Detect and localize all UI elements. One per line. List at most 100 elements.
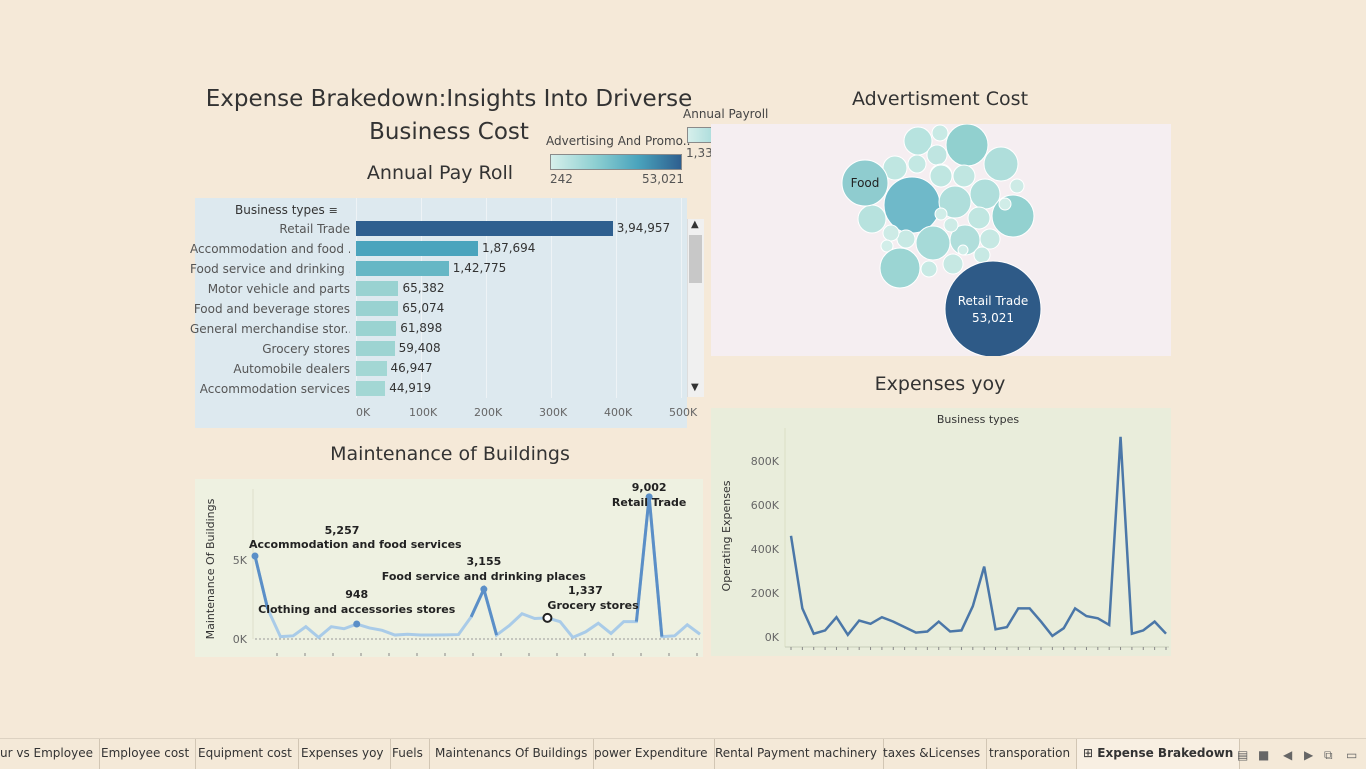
yoy-svg: Business types 800K 600K 400K 200K 0K Operatin… <box>720 413 1169 650</box>
legend-adv-title: Advertising And Promo.. <box>546 134 691 148</box>
legend-adv-max: 53,021 <box>642 172 684 186</box>
maint-point[interactable] <box>645 493 653 501</box>
bar-value-label: 59,408 <box>398 341 441 355</box>
bubble[interactable] <box>967 206 991 230</box>
bar-fill[interactable] <box>356 361 387 376</box>
bar-gridline <box>551 198 552 398</box>
maint-annotation-label: Food service and drinking places <box>382 570 587 583</box>
yoy-title: Expenses yoy <box>874 373 1006 395</box>
yoy-ytick: 800K <box>751 455 780 468</box>
bubble[interactable] <box>973 246 991 264</box>
bubble[interactable] <box>915 225 951 261</box>
bubble[interactable] <box>929 164 953 188</box>
scroll-up-icon[interactable]: ▲ <box>691 219 699 230</box>
bubble[interactable] <box>934 207 948 221</box>
prev-page-icon[interactable]: ◀ <box>1283 748 1293 762</box>
bubble[interactable] <box>882 224 900 242</box>
bar-row[interactable]: Accommodation services 44,919 <box>195 379 687 399</box>
bar-row[interactable]: Grocery stores 59,408 <box>195 339 687 359</box>
payroll-scrollbar[interactable]: ▲ ▼ <box>687 219 704 397</box>
maint-point[interactable] <box>480 585 488 593</box>
bubble[interactable] <box>945 123 989 167</box>
next-page-icon[interactable]: ▶ <box>1304 748 1314 762</box>
bar-row[interactable]: Motor vehicle and parts 65,382 <box>195 279 687 299</box>
legend-adv-bar <box>550 154 682 170</box>
bar-value-label: 3,94,957 <box>616 221 671 235</box>
bubble[interactable] <box>983 146 1019 182</box>
bar-axis-tick: 300K <box>539 406 568 419</box>
yoy-series-line[interactable] <box>789 436 1167 638</box>
bubble[interactable] <box>943 217 959 233</box>
payroll-header[interactable]: Business types ≡ <box>235 203 338 217</box>
bubble[interactable] <box>942 253 964 275</box>
bar-row[interactable]: Retail Trade 3,94,957 <box>195 219 687 239</box>
bubble[interactable] <box>879 247 921 289</box>
tab-expense-brakedown[interactable]: ⊞ Expense Brakedown <box>1077 739 1241 769</box>
bubble[interactable] <box>926 144 948 166</box>
bar-label: Accommodation and food .. <box>190 242 350 256</box>
sort-icon[interactable]: ≡ <box>328 204 338 217</box>
bar-fill[interactable] <box>356 241 478 256</box>
scroll-down-icon[interactable]: ▼ <box>691 382 699 393</box>
maint-highlight-segment <box>469 584 499 636</box>
maintenance-line-chart: 5K 0K Maintenance Of Buildings 5,257 Accommo… <box>195 479 703 657</box>
bar-row[interactable]: Accommodation and food .. 1,87,694 <box>190 239 687 259</box>
maint-point[interactable] <box>251 552 259 560</box>
bar-axis-tick: 500K <box>669 406 698 419</box>
tab-expenses-yoy[interactable]: Expenses yoy <box>295 739 391 769</box>
tab-employee-cost[interactable]: Employee cost <box>95 739 197 769</box>
maint-point[interactable] <box>353 620 361 628</box>
tab-equipment-cost[interactable]: Equipment cost <box>192 739 299 769</box>
fullscreen-icon[interactable]: ⧉ <box>1324 748 1333 762</box>
payroll-header-label: Business types <box>235 203 325 217</box>
grid-view-icon[interactable]: ▤ <box>1237 748 1249 762</box>
bar-fill[interactable] <box>356 281 399 296</box>
maint-point[interactable] <box>542 612 553 623</box>
bar-fill[interactable] <box>356 341 395 356</box>
bubble[interactable] <box>931 124 949 142</box>
bar-fill[interactable] <box>356 261 449 276</box>
bubble[interactable] <box>907 154 927 174</box>
bubble-retail-trade[interactable] <box>944 260 1042 358</box>
tab-labour-vs-employee[interactable]: ur vs Employee <box>0 739 100 769</box>
bar-row[interactable]: Food and beverage stores 65,074 <box>194 299 687 319</box>
bar-fill[interactable] <box>356 301 399 316</box>
bar-row[interactable]: Automobile dealers 46,947 <box>195 359 687 379</box>
bubble[interactable] <box>998 197 1012 211</box>
bubble[interactable] <box>938 185 972 219</box>
bar-fill[interactable] <box>356 381 386 396</box>
bubble[interactable] <box>1009 178 1025 194</box>
bar-label: Retail Trade <box>279 222 350 236</box>
present-icon[interactable]: ▭ <box>1346 748 1358 762</box>
tab-fuels[interactable]: Fuels <box>386 739 430 769</box>
scroll-thumb[interactable] <box>689 235 702 283</box>
tab-taxes-licenses[interactable]: taxes &Licenses <box>877 739 988 769</box>
bar-fill[interactable] <box>356 221 613 236</box>
tab-rental-payment[interactable]: Rental Payment machinery <box>709 739 884 769</box>
bubble[interactable] <box>880 239 894 253</box>
tab-power-expenditure[interactable]: power Expenditure <box>588 739 715 769</box>
bubble-food[interactable] <box>841 159 889 207</box>
bar-row[interactable]: General merchandise stor.. 61,898 <box>190 319 687 339</box>
bubble[interactable] <box>883 176 941 234</box>
bubble[interactable] <box>957 244 969 256</box>
bar-fill[interactable] <box>356 321 397 336</box>
bar-label: Motor vehicle and parts <box>207 282 350 296</box>
bubble[interactable] <box>991 194 1035 238</box>
tab-transporation[interactable]: transporation <box>983 739 1078 769</box>
first-page-icon[interactable]: ■ <box>1258 748 1270 762</box>
bubble[interactable] <box>896 229 916 249</box>
payroll-bar-chart: Business types ≡ Retail Trade 3,94,957 Acc… <box>190 198 697 428</box>
advert-title: Advertisment Cost <box>851 88 1029 110</box>
bar-row[interactable]: Food service and drinking .. 1,42,775 <box>190 259 687 279</box>
bubble[interactable] <box>952 164 976 188</box>
bubble[interactable] <box>857 204 887 234</box>
bar-gridline <box>486 198 487 398</box>
maint-annotation-value: 3,155 <box>466 555 501 568</box>
tab-maintenance-buildings[interactable]: Maintenancs Of Buildings <box>429 739 595 769</box>
bubble[interactable] <box>979 228 1001 250</box>
bar-label: General merchandise stor.. <box>190 322 350 336</box>
bubble[interactable] <box>920 260 938 278</box>
yoy-ytick: 200K <box>751 587 780 600</box>
maintenance-title: Maintenance of Buildings <box>330 443 570 465</box>
